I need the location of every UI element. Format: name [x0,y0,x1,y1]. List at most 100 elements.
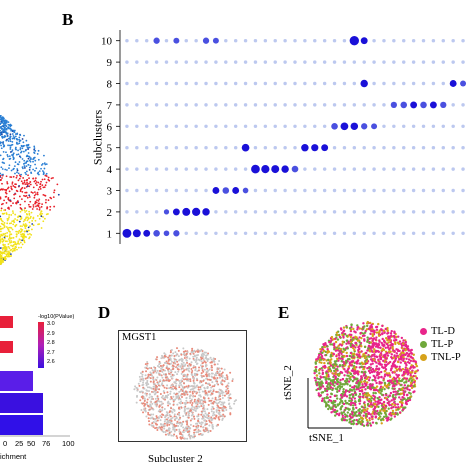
cell-point [165,379,168,382]
tsne-legend: TL-D TL-P TNL-P [420,325,461,364]
cell-point [382,348,386,352]
cell-point [184,350,187,353]
cell-point [9,151,12,153]
y-tick-label: 2 [107,207,113,219]
cell-point [390,406,393,410]
cell-point [18,142,21,145]
cell-point [209,416,212,419]
y-tick-label: 3 [107,186,113,198]
cell-point [8,226,11,229]
cell-point [197,417,200,420]
cell-point [351,411,354,414]
cell-point [336,357,339,361]
cell-point [152,408,155,411]
cell-point [8,124,11,127]
cell-point [214,398,217,401]
cell-point [22,237,25,240]
cell-point [377,399,380,403]
cell-point [353,330,356,333]
cell-point [354,370,357,373]
cell-point [355,418,359,422]
cell-point [335,412,339,416]
cell-point [212,412,215,415]
cell-point [382,400,386,404]
dot-point [261,164,270,174]
dot-point [153,37,160,44]
cell-point [356,328,359,331]
dot-point [154,210,159,214]
cell-point [47,199,50,202]
cell-point [192,425,195,428]
cell-point [166,384,169,387]
cell-point [9,148,12,150]
cell-point [371,415,374,419]
dot-point [243,60,248,64]
cell-point [196,399,199,402]
cell-point [350,360,354,364]
cell-point [156,364,159,367]
dot-point [233,210,238,214]
cell-point [412,390,415,394]
dot-point [431,167,436,171]
cell-point [368,367,371,370]
cell-point [22,167,24,170]
cell-point [198,359,201,362]
dot-point [154,188,159,193]
cell-point [317,394,321,397]
cell-point [0,261,3,264]
cell-point [331,388,334,392]
cell-point [4,168,7,171]
cell-point [22,220,25,223]
cell-point [141,375,144,378]
cell-point [167,356,170,359]
cell-point [320,384,323,387]
cell-point [375,381,378,385]
cell-point [350,340,353,343]
cell-point [207,358,210,361]
cell-point [154,401,157,404]
dot-point [303,60,307,64]
cell-point [14,247,17,250]
cell-point [3,237,6,240]
cell-point [0,238,2,241]
cell-point [221,374,224,377]
cell-point [179,431,182,434]
cell-point [155,358,158,361]
cell-point [191,349,194,352]
dot-point [194,167,198,171]
dot-point [400,101,408,109]
cell-point [17,246,20,249]
cell-point [386,354,390,357]
cell-point [161,402,164,405]
cell-point [321,351,324,354]
dot-point [253,81,258,86]
cell-point [380,381,383,384]
cell-point [409,359,413,363]
cell-point [412,353,415,356]
cell-point [7,245,10,248]
cell-point [7,137,10,140]
cell-point [172,388,175,391]
cell-point [177,355,180,358]
cell-point [202,375,205,378]
cell-point [143,387,146,390]
dot-point [372,81,376,86]
cell-point [139,378,142,381]
cell-point [162,384,165,387]
dot-point [132,229,141,238]
cell-point [324,378,327,381]
dot-point [429,101,437,109]
cell-point [1,234,4,237]
cell-point [412,384,416,388]
cell-point [340,328,343,331]
cell-point [139,380,142,383]
cell-point [26,183,29,186]
cell-point [205,354,208,357]
cell-point [159,392,162,395]
cell-point [178,390,181,393]
dot-point [233,145,238,150]
cell-point [409,392,412,395]
dot-point [431,145,436,150]
dot-point [194,145,198,150]
